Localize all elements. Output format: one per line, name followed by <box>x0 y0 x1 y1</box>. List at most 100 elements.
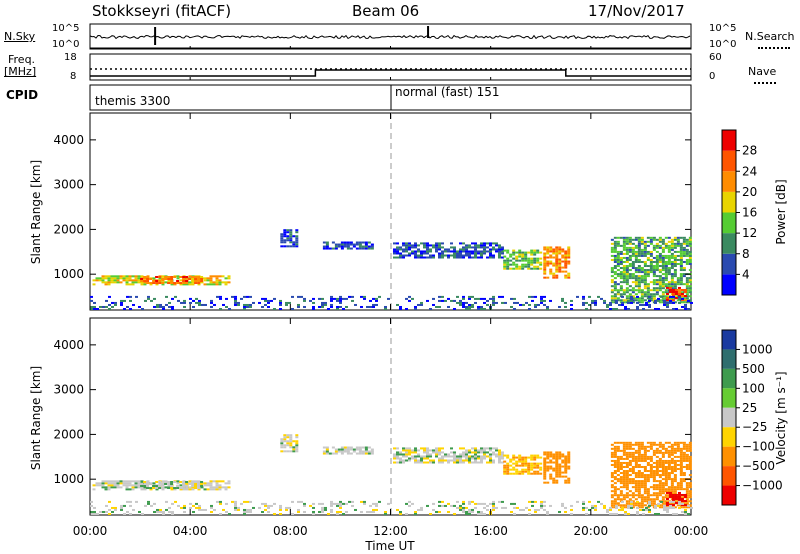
velocity-echo-cell <box>321 508 324 511</box>
power-echo-cell <box>360 295 363 298</box>
power-echo-cell <box>114 303 117 306</box>
power-echo-cell <box>619 277 623 280</box>
power-echo-cell <box>501 252 505 255</box>
power-echo-cell <box>361 247 365 250</box>
velocity-echo-cell <box>480 451 484 454</box>
power-echo-cell <box>625 258 629 261</box>
velocity-echo-cell <box>459 455 463 458</box>
y-tick-label: 4000 <box>53 338 84 352</box>
velocity-echo-cell <box>426 447 430 450</box>
power-echo-cell <box>411 252 415 255</box>
velocity-echo-cell <box>506 470 510 473</box>
power-echo-cell <box>619 258 623 261</box>
velocity-echo-cell <box>637 496 641 499</box>
power-echo-cell <box>636 301 639 304</box>
velocity-echo-cell <box>634 482 638 485</box>
power-echo-cell <box>355 241 359 244</box>
velocity-echo-cell <box>295 444 299 447</box>
power-echo-cell <box>637 279 641 282</box>
power-echo-cell <box>676 263 680 266</box>
velocity-echo-cell <box>558 467 562 470</box>
power-echo-cell <box>654 308 657 310</box>
power-echo-cell <box>679 263 683 266</box>
velocity-echo-cell <box>206 482 210 485</box>
velocity-echo-cell <box>622 465 626 468</box>
velocity-echo-cell <box>432 508 435 511</box>
power-echo-cell <box>527 267 531 270</box>
power-colorbar-swatch <box>722 233 736 254</box>
power-echo-cell <box>216 295 219 298</box>
velocity-echo-cell <box>597 500 600 503</box>
power-echo-cell <box>609 301 612 304</box>
power-echo-cell <box>555 250 559 253</box>
power-echo-cell <box>643 291 647 294</box>
power-echo-cell <box>363 295 366 298</box>
velocity-echo-cell <box>610 490 614 493</box>
power-echo-cell <box>512 251 516 254</box>
power-echo-cell <box>176 275 180 278</box>
velocity-echo-cell <box>546 513 549 515</box>
power-echo-cell <box>402 256 406 259</box>
velocity-echo-cell <box>438 459 442 462</box>
power-echo-cell <box>655 244 659 247</box>
power-echo-cell <box>140 280 144 283</box>
velocity-scale-label: Velocity [m s⁻¹] <box>774 371 788 464</box>
power-echo-cell <box>477 305 480 308</box>
power-echo-cell <box>283 245 287 248</box>
power-echo-cell <box>622 244 626 247</box>
velocity-echo-cell <box>658 486 662 489</box>
velocity-echo-cell <box>450 451 454 454</box>
velocity-echo-cell <box>203 482 207 485</box>
velocity-echo-cell <box>125 486 129 489</box>
velocity-echo-cell <box>637 465 641 468</box>
velocity-echo-cell <box>489 449 493 452</box>
velocity-echo-cell <box>285 506 288 509</box>
power-echo-cell <box>399 252 403 255</box>
velocity-echo-cell <box>625 488 629 491</box>
power-echo-cell <box>664 291 668 294</box>
velocity-echo-cell <box>530 464 534 467</box>
velocity-echo-cell <box>613 463 617 466</box>
power-echo-cell <box>90 299 93 302</box>
velocity-echo-cell <box>158 485 162 488</box>
power-echo-cell <box>637 258 641 261</box>
power-echo-cell <box>622 299 626 302</box>
velocity-echo-cell <box>640 484 644 487</box>
velocity-echo-cell <box>189 506 192 509</box>
power-echo-cell <box>107 275 111 278</box>
power-echo-cell <box>370 247 374 250</box>
power-echo-cell <box>649 250 653 253</box>
power-echo-cell <box>334 243 338 246</box>
velocity-echo-cell <box>688 504 692 507</box>
velocity-echo-cell <box>286 450 290 453</box>
velocity-echo-cell <box>666 508 669 511</box>
velocity-echo-cell <box>640 498 644 501</box>
velocity-echo-cell <box>679 478 683 481</box>
velocity-echo-cell <box>555 461 559 464</box>
velocity-echo-cell <box>634 457 638 460</box>
power-echo-cell <box>372 305 375 308</box>
power-echo-cell <box>610 289 614 292</box>
power-echo-cell <box>640 289 644 292</box>
velocity-echo-cell <box>678 500 681 503</box>
power-echo-cell <box>423 244 427 247</box>
velocity-echo-cell <box>366 510 369 513</box>
velocity-echo-cell <box>613 490 617 493</box>
power-echo-cell <box>649 269 653 272</box>
power-echo-cell <box>364 241 368 244</box>
velocity-echo-cell <box>402 449 406 452</box>
velocity-echo-cell <box>468 449 472 452</box>
velocity-echo-cell <box>405 447 409 450</box>
velocity-echo-cell <box>655 451 659 454</box>
velocity-echo-cell <box>107 486 111 489</box>
power-echo-cell <box>637 252 641 255</box>
velocity-echo-cell <box>286 434 290 437</box>
velocity-echo-cell <box>622 445 626 448</box>
power-echo-cell <box>536 265 540 268</box>
power-echo-cell <box>610 281 614 284</box>
velocity-echo-cell <box>671 495 675 498</box>
power-echo-cell <box>170 282 174 285</box>
velocity-echo-cell <box>176 487 180 490</box>
power-echo-cell <box>679 236 683 239</box>
velocity-echo-cell <box>543 451 547 454</box>
